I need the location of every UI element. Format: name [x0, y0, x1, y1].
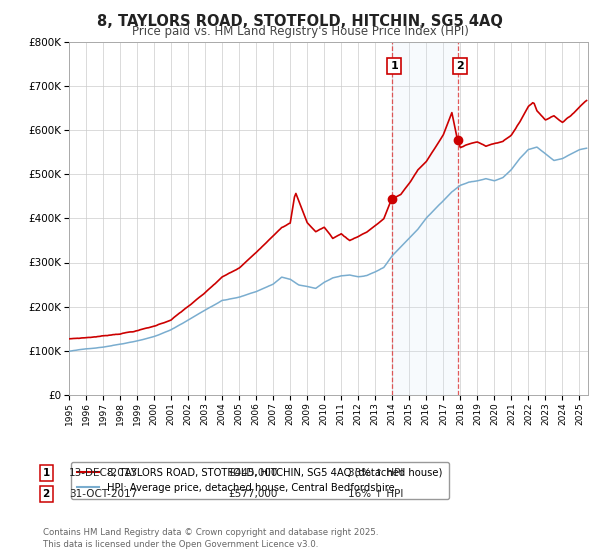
Text: Contains HM Land Registry data © Crown copyright and database right 2025.
This d: Contains HM Land Registry data © Crown c…: [43, 528, 379, 549]
Text: 16% ↑ HPI: 16% ↑ HPI: [348, 489, 403, 499]
Text: 8, TAYLORS ROAD, STOTFOLD, HITCHIN, SG5 4AQ: 8, TAYLORS ROAD, STOTFOLD, HITCHIN, SG5 …: [97, 14, 503, 29]
Text: 1: 1: [390, 61, 398, 71]
Text: 1: 1: [43, 468, 50, 478]
Legend: 8, TAYLORS ROAD, STOTFOLD, HITCHIN, SG5 4AQ (detached house), HPI: Average price: 8, TAYLORS ROAD, STOTFOLD, HITCHIN, SG5 …: [71, 461, 449, 498]
Text: 33% ↑ HPI: 33% ↑ HPI: [348, 468, 403, 478]
Bar: [392, 42, 458, 395]
Text: Price paid vs. HM Land Registry's House Price Index (HPI): Price paid vs. HM Land Registry's House …: [131, 25, 469, 38]
Text: £445,000: £445,000: [228, 468, 277, 478]
Text: 2: 2: [456, 61, 464, 71]
Text: £577,000: £577,000: [228, 489, 277, 499]
Text: 13-DEC-2013: 13-DEC-2013: [69, 468, 138, 478]
Text: 2: 2: [43, 489, 50, 499]
Text: 31-OCT-2017: 31-OCT-2017: [69, 489, 137, 499]
